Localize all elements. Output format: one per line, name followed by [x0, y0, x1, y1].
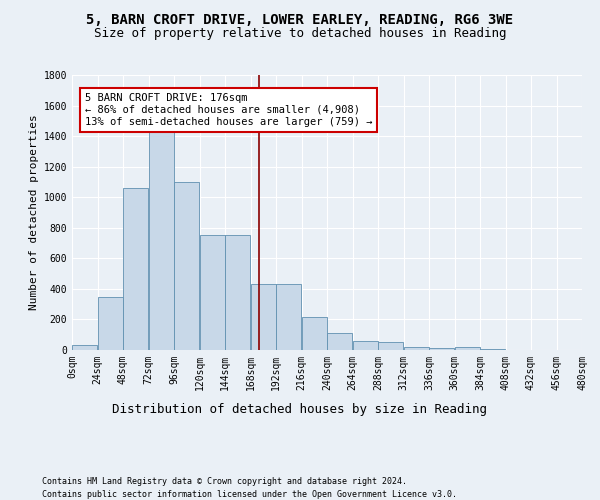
Bar — [378, 342, 403, 350]
Text: 5, BARN CROFT DRIVE, LOWER EARLEY, READING, RG6 3WE: 5, BARN CROFT DRIVE, LOWER EARLEY, READI… — [86, 12, 514, 26]
Text: 5 BARN CROFT DRIVE: 176sqm
← 86% of detached houses are smaller (4,908)
13% of s: 5 BARN CROFT DRIVE: 176sqm ← 86% of deta… — [85, 94, 372, 126]
Bar — [353, 341, 378, 350]
Bar — [225, 236, 250, 350]
Bar — [302, 317, 327, 350]
Bar — [174, 182, 199, 350]
Bar — [123, 188, 148, 350]
Bar — [404, 347, 429, 350]
Bar — [149, 127, 174, 350]
Bar — [327, 333, 352, 350]
Text: Size of property relative to detached houses in Reading: Size of property relative to detached ho… — [94, 28, 506, 40]
Text: Distribution of detached houses by size in Reading: Distribution of detached houses by size … — [113, 402, 487, 415]
Bar — [251, 284, 276, 350]
Text: Contains public sector information licensed under the Open Government Licence v3: Contains public sector information licen… — [42, 490, 457, 499]
Text: Contains HM Land Registry data © Crown copyright and database right 2024.: Contains HM Land Registry data © Crown c… — [42, 478, 407, 486]
Bar — [480, 349, 505, 350]
Y-axis label: Number of detached properties: Number of detached properties — [29, 114, 40, 310]
Bar — [455, 347, 480, 350]
Bar — [429, 348, 454, 350]
Bar — [200, 236, 225, 350]
Bar — [72, 346, 97, 350]
Bar — [276, 284, 301, 350]
Bar — [98, 296, 123, 350]
